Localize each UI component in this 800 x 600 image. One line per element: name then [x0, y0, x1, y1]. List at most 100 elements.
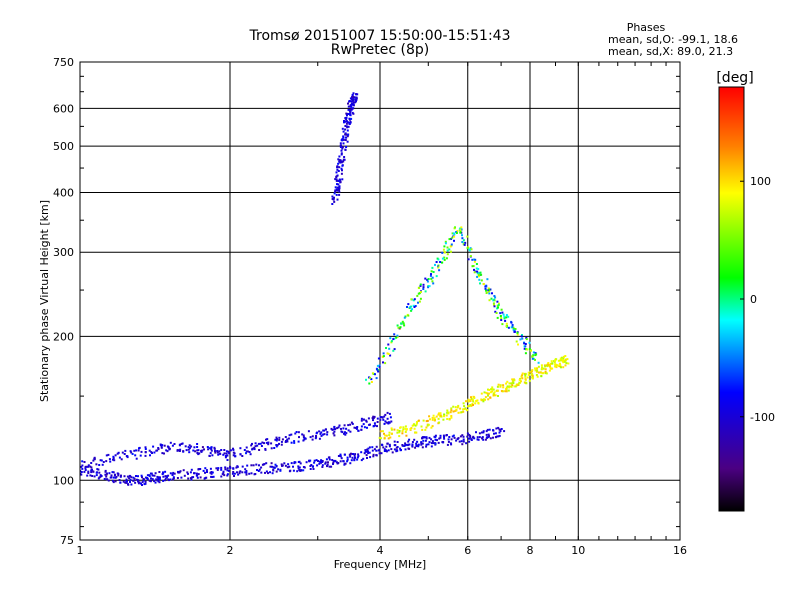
scatter-point [125, 479, 128, 482]
scatter-point [525, 337, 528, 339]
scatter-point [436, 439, 438, 442]
scatter-point [266, 438, 269, 441]
scatter-point [334, 428, 337, 431]
scatter-point [267, 443, 270, 446]
scatter-point [524, 343, 527, 345]
scatter-point [493, 303, 495, 306]
scatter-point [469, 404, 472, 406]
scatter-point [111, 479, 114, 482]
scatter-point [356, 426, 359, 428]
scatter-point [486, 278, 489, 281]
scatter-point [224, 468, 227, 471]
scatter-point [338, 424, 341, 427]
scatter-point [378, 452, 381, 455]
scatter-point [241, 455, 244, 457]
stats-x-mode: mean, sd,X: 89.0, 21.3 [608, 45, 733, 58]
scatter-point [336, 183, 338, 186]
scatter-point [374, 373, 376, 376]
scatter-point [167, 446, 170, 448]
scatter-point [469, 436, 472, 439]
scatter-point [507, 315, 510, 318]
scatter-point [492, 388, 495, 391]
scatter-point [80, 472, 82, 475]
scatter-point [137, 480, 139, 483]
scatter-point [377, 370, 380, 373]
scatter-point [508, 385, 511, 388]
scatter-point [349, 111, 352, 114]
scatter-point [505, 382, 508, 385]
scatter-point [348, 105, 351, 108]
scatter-point [276, 438, 278, 441]
scatter-point [233, 472, 236, 475]
scatter-point [144, 446, 147, 449]
scatter-point [494, 436, 497, 439]
scatter-point [460, 411, 463, 414]
scatter-point [169, 472, 172, 475]
scatter-point [510, 382, 513, 385]
scatter-point [114, 473, 116, 476]
scatter-point [162, 479, 165, 482]
scatter-point [289, 469, 292, 472]
scatter-point [476, 272, 479, 275]
scatter-point [505, 390, 508, 393]
scatter-point [553, 361, 556, 363]
scatter-point [206, 471, 208, 473]
scatter-point [339, 142, 342, 145]
scatter-point [340, 167, 343, 170]
scatter-point [376, 364, 379, 367]
scatter-point [390, 448, 393, 451]
scatter-point [446, 418, 449, 420]
scatter-point [524, 345, 527, 348]
scatter-point [457, 404, 460, 407]
scatter-point [90, 471, 93, 474]
scatter-point [494, 394, 497, 397]
scatter-point [452, 232, 455, 235]
scatter-point [476, 270, 479, 273]
scatter-point [278, 438, 281, 441]
scatter-point [408, 306, 411, 309]
scatter-point [403, 316, 406, 319]
scatter-point [197, 468, 200, 471]
scatter-point [492, 429, 495, 432]
scatter-point [382, 355, 385, 358]
scatter-point [336, 427, 339, 430]
scatter-point [477, 438, 480, 441]
scatter-point [180, 443, 183, 445]
scatter-point [367, 447, 370, 450]
scatter-point [416, 294, 419, 297]
scatter-point [462, 435, 465, 438]
scatter-point [196, 443, 199, 445]
scatter-point [319, 432, 322, 435]
scatter-point [442, 418, 445, 421]
scatter-point [492, 394, 495, 397]
scatter-point [404, 315, 407, 318]
scatter-point [338, 155, 341, 158]
scatter-point [462, 402, 465, 405]
scatter-point [366, 457, 368, 459]
scatter-point [450, 409, 453, 412]
scatter-point [408, 447, 411, 450]
scatter-point [344, 148, 347, 151]
scatter-point [537, 361, 540, 364]
scatter-point [475, 263, 478, 265]
scatter-point [351, 107, 354, 110]
scatter-point [383, 437, 386, 440]
scatter-point [277, 468, 280, 471]
scatter-point [473, 397, 476, 400]
scatter-point [352, 453, 354, 455]
scatter-point [258, 449, 261, 451]
scatter-point [424, 439, 427, 442]
scatter-point [166, 476, 168, 479]
scatter-point [107, 453, 110, 456]
scatter-point [93, 475, 96, 478]
scatter-point [153, 474, 156, 477]
scatter-point [558, 362, 561, 365]
scatter-point [334, 178, 337, 181]
scatter-point [531, 373, 534, 376]
axis-ticks: 1 2 4 6 8 10 16 75 100 200 300 400 500 600 750 [53, 56, 687, 557]
scatter-point [502, 386, 505, 389]
scatter-point [144, 451, 147, 454]
scatter-point [377, 449, 380, 452]
scatter-point [352, 98, 355, 101]
scatter-point [261, 441, 264, 444]
